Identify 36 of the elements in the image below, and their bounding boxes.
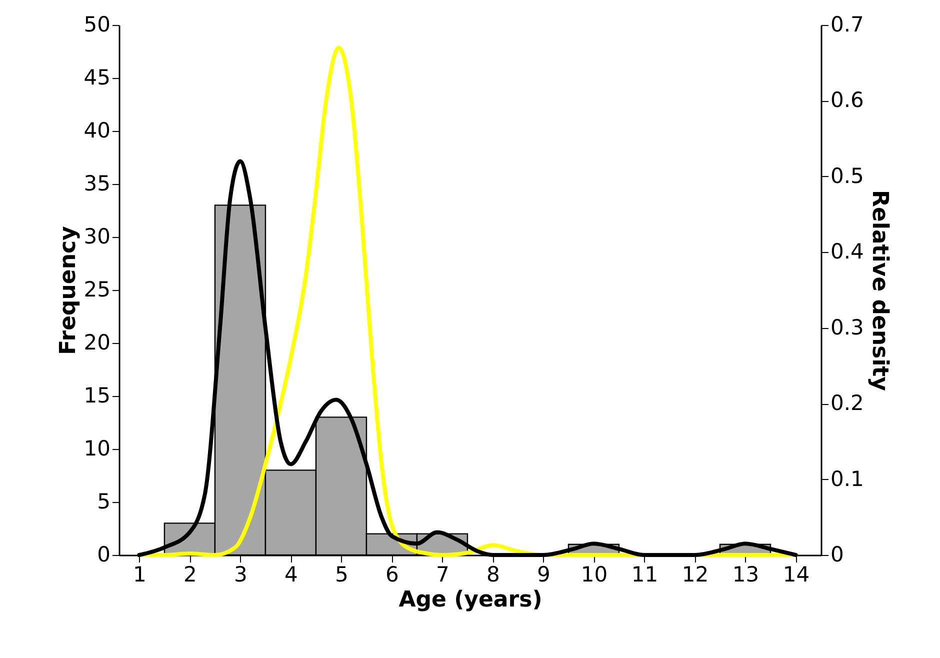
y-tick-label: 50: [84, 12, 110, 36]
y-tick-label: 0: [97, 542, 110, 566]
y-tick-label: 5: [97, 490, 110, 514]
y-tick-label: 30: [84, 224, 110, 248]
y2-tick-label: 0.4: [830, 240, 864, 264]
y-tick-label: 10: [84, 436, 110, 460]
y-tick-label: 45: [84, 66, 110, 90]
x-tick-label: 4: [284, 562, 298, 586]
y-tick-label: 15: [84, 384, 110, 408]
y2-tick-label: 0.6: [830, 88, 864, 112]
y-tick-label: 35: [84, 172, 110, 196]
x-tick-label: 12: [682, 562, 709, 586]
y2-tick-label: 0.7: [830, 12, 864, 36]
x-tick-label: 2: [184, 562, 197, 586]
y2-tick-label: 0.1: [830, 466, 864, 491]
y2-tick-label: 0.5: [830, 164, 864, 188]
y2-tick-label: 0.2: [830, 391, 864, 416]
x-tick-label: 13: [732, 562, 760, 586]
y-tick-label: 25: [84, 278, 110, 302]
x-axis-title: Age (years): [398, 588, 542, 612]
x-tick-label: 8: [486, 562, 500, 586]
x-tick-label: 14: [782, 562, 810, 586]
x-tick-label: 9: [537, 562, 550, 586]
x-tick-label: 11: [631, 562, 658, 586]
y2-tick-label: 0: [830, 542, 844, 566]
x-tick-label: 6: [386, 562, 399, 586]
y-axis-title: Frequency: [56, 226, 81, 355]
x-tick-label: 7: [436, 562, 450, 586]
y2-axis-title: Relative density: [866, 190, 892, 392]
x-tick-label: 3: [234, 562, 248, 586]
x-tick-label: 5: [335, 562, 348, 586]
y2-tick-label: 0.3: [830, 315, 864, 340]
y-tick-label: 40: [84, 118, 110, 142]
x-tick-label: 10: [580, 562, 608, 586]
y-tick-label: 20: [84, 330, 110, 354]
x-tick-label: 1: [133, 562, 146, 586]
